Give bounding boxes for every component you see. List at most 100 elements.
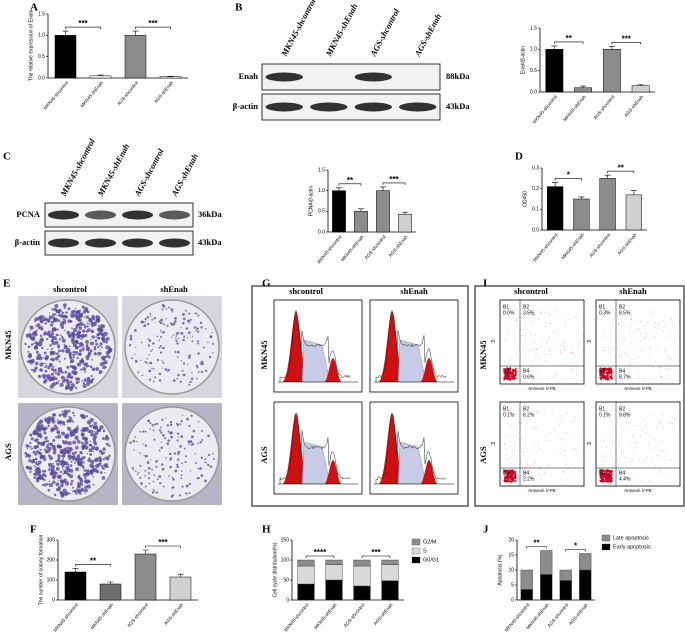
event-dot — [561, 453, 563, 455]
bar-segment — [353, 565, 371, 587]
y-axis-label: The number of colony formation — [38, 534, 44, 605]
colony — [64, 386, 68, 390]
event-dot — [504, 444, 506, 446]
colony — [89, 417, 94, 423]
colony — [161, 418, 164, 421]
colony — [57, 421, 61, 425]
event-dot — [504, 373, 507, 376]
colony — [160, 318, 164, 322]
dish — [124, 299, 220, 395]
event-dot — [673, 419, 675, 421]
event-dot — [577, 328, 579, 330]
event-dot — [621, 370, 623, 372]
event-dot — [613, 428, 615, 430]
x-tick-label: MKN45-shcontrol — [316, 234, 343, 264]
colony — [139, 464, 142, 467]
colony — [65, 465, 70, 471]
event-dot — [672, 423, 674, 425]
colony — [57, 459, 61, 463]
colony — [87, 377, 90, 380]
colony — [153, 490, 156, 492]
event-dot — [526, 462, 528, 464]
colony — [71, 340, 76, 345]
colony — [161, 467, 165, 471]
colony — [210, 465, 213, 468]
colony — [80, 429, 82, 432]
colony — [200, 456, 203, 459]
quadrant-label: B3 — [503, 368, 509, 374]
event-dot — [604, 475, 607, 478]
colony — [86, 470, 91, 476]
event-dot — [521, 438, 523, 440]
colony — [93, 421, 98, 426]
event-dot — [673, 342, 675, 344]
colony — [74, 445, 79, 450]
error-bar — [604, 174, 611, 179]
error-bar — [402, 211, 408, 215]
event-dot — [668, 335, 670, 337]
colony — [51, 335, 55, 339]
colony — [33, 460, 36, 464]
colony — [144, 485, 147, 488]
significance-bracket — [305, 555, 335, 558]
colony — [67, 463, 70, 466]
colony — [176, 342, 179, 345]
colony — [146, 461, 150, 464]
colony — [58, 380, 60, 382]
colony — [41, 470, 45, 473]
column-label: shcontrol — [289, 286, 323, 296]
event-dot — [536, 412, 538, 414]
colony — [51, 332, 55, 336]
histogram-outline — [279, 412, 351, 484]
significance-bracket — [554, 178, 582, 181]
colony — [202, 362, 205, 365]
colony — [57, 479, 59, 482]
event-dot — [534, 313, 536, 315]
colony — [197, 420, 200, 423]
event-dot — [671, 358, 673, 360]
colony — [108, 454, 111, 458]
event-dot — [606, 469, 608, 471]
colony — [144, 321, 146, 323]
colony — [68, 307, 71, 309]
y-axis-label: PI — [587, 441, 591, 446]
colony — [151, 367, 153, 370]
colony — [61, 379, 66, 383]
colony — [108, 444, 111, 448]
event-dot — [503, 311, 505, 313]
colony — [56, 474, 61, 479]
colony — [43, 426, 48, 431]
colony — [91, 335, 95, 339]
colony — [57, 486, 62, 490]
y-axis-label: PI — [587, 339, 591, 344]
colony — [129, 337, 133, 341]
colony — [83, 469, 86, 472]
event-dot — [667, 355, 669, 357]
event-dot — [534, 358, 536, 360]
colony — [53, 368, 57, 373]
event-dot — [670, 422, 672, 424]
colony — [78, 319, 81, 322]
colony — [68, 455, 73, 460]
colony — [48, 454, 51, 458]
colony — [51, 427, 56, 431]
colony — [65, 349, 70, 354]
colony — [64, 319, 66, 321]
colony — [153, 368, 155, 370]
colony — [48, 442, 50, 445]
event-dot — [637, 328, 639, 330]
x-tick-label: MKN45-shEnah — [80, 80, 105, 108]
colony — [80, 414, 83, 417]
colony — [66, 381, 71, 386]
event-dot — [603, 332, 605, 334]
colony — [89, 424, 93, 428]
colony — [60, 431, 66, 436]
event-dot — [564, 471, 566, 473]
colony — [91, 367, 96, 372]
colony — [183, 335, 186, 338]
event-dot — [639, 369, 641, 371]
event-dot — [667, 367, 669, 369]
event-dot — [549, 476, 551, 478]
event-dot — [607, 347, 609, 349]
colony — [207, 463, 210, 467]
